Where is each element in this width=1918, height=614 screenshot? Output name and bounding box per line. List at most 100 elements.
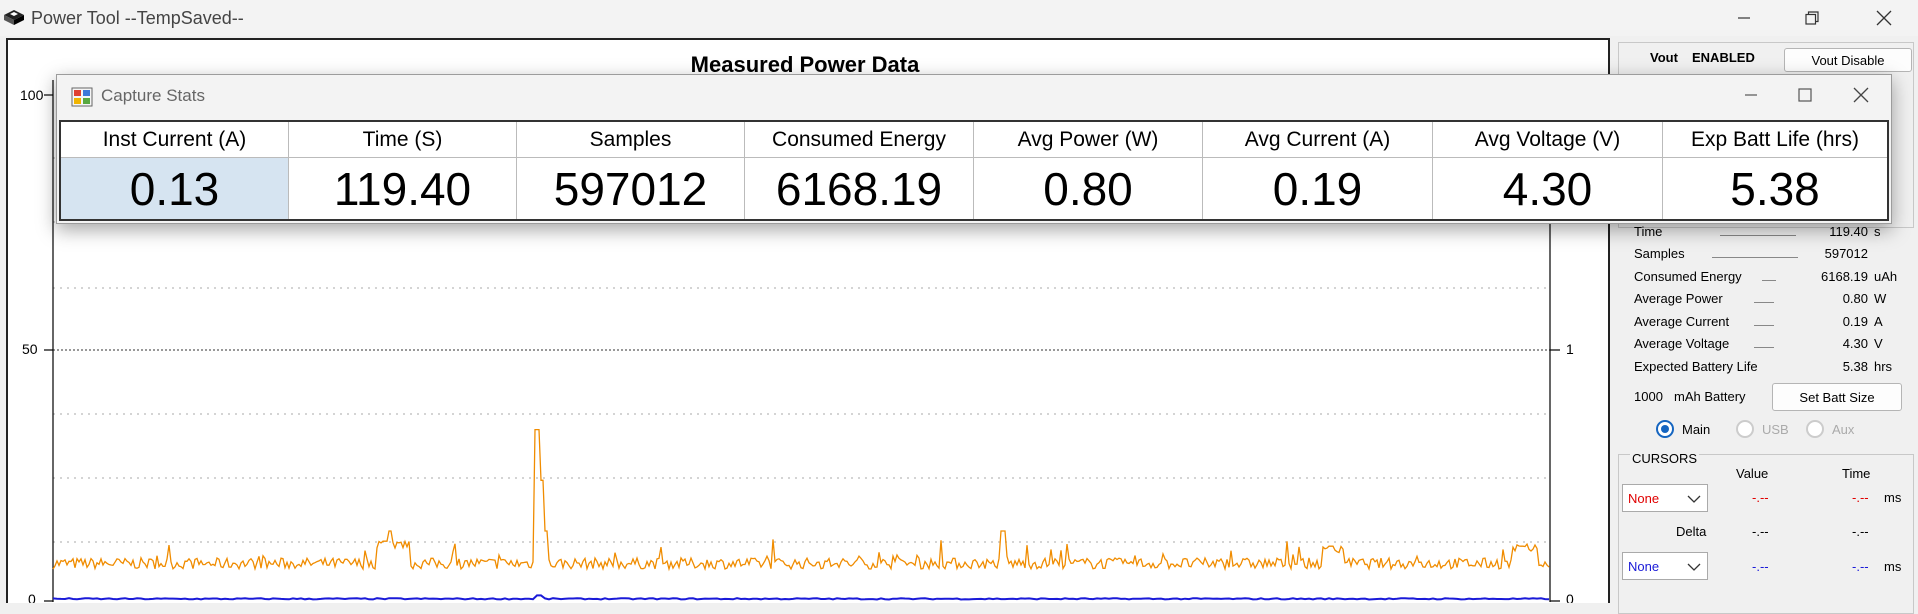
title-bar: Power Tool --TempSaved-- [0,0,1918,36]
column-header: Exp Batt Life (hrs) [1663,122,1887,158]
stat-unit: A [1874,314,1883,329]
column-header: Avg Voltage (V) [1433,122,1662,158]
cursors-title: CURSORS [1630,451,1700,466]
stat-label: Time [1634,224,1663,239]
column-header: Inst Current (A) [61,122,288,158]
window-title: Power Tool --TempSaved-- [31,8,244,28]
chart-title: Measured Power Data [690,52,920,77]
stat-unit: uAh [1874,269,1898,284]
cursor1-value: -.-- [1752,490,1769,505]
column-value[interactable]: 6168.19 [775,162,943,215]
cursor-value-header: Value [1736,466,1769,481]
restore-icon [1805,11,1819,25]
cursor2-select[interactable]: None [1622,552,1708,580]
stat-label: Average Power [1634,291,1723,306]
column-header: Avg Power (W) [974,122,1202,158]
stat-column-samples: Samples 597012 [517,122,745,219]
column-value[interactable]: 0.13 [61,158,288,219]
column-value[interactable]: 119.40 [333,162,472,215]
app-logo-icon [4,10,24,25]
leader-line [1712,257,1798,258]
column-value[interactable]: 0.19 [1272,162,1363,215]
vout-label: Vout [1650,50,1678,65]
stat-value: 119.40 [1829,224,1868,239]
cursor-time-header: Time [1842,466,1871,481]
stat-column-consumed-energy: Consumed Energy 6168.19 [745,122,974,219]
cursor1-unit: ms [1884,490,1902,505]
stat-value: 0.80 [1842,291,1868,306]
close-button[interactable] [1856,0,1912,36]
cursor1-time: -.-- [1852,490,1869,505]
leader-line [1720,235,1796,236]
dialog-close-button[interactable] [1833,75,1889,115]
column-value[interactable]: 5.38 [1730,162,1820,215]
chevron-down-icon [1687,563,1701,571]
chevron-down-icon [1687,495,1701,503]
stat-row-consumed-energy: Consumed Energy 6168.19 uAh [1634,265,1904,287]
right-tick-label-1: 1 [1566,341,1574,357]
radio-label-main: Main [1682,422,1711,437]
column-header: Avg Current (A) [1203,122,1432,158]
stat-label: Average Current [1634,314,1730,329]
minimize-button[interactable] [1716,0,1772,36]
capture-stats-icon [71,87,93,107]
series-line-orange [52,428,1550,572]
minimize-icon [1745,94,1757,96]
radio-usb[interactable]: USB [1736,418,1816,442]
stat-value: 5.38 [1842,359,1868,374]
stat-row-expected-battery-life: Expected Battery Life 5.38 hrs [1634,355,1904,377]
dialog-maximize-button[interactable] [1777,75,1833,115]
minimize-icon [1738,17,1750,19]
right-tick-label-0: 0 [1566,591,1574,603]
stat-column-avg-power: Avg Power (W) 0.80 [974,122,1203,219]
column-value[interactable]: 597012 [553,162,708,215]
stat-column-time: Time (S) 119.40 [289,122,517,219]
column-header: Samples [517,122,744,158]
radio-aux[interactable]: Aux [1806,418,1886,442]
stat-column-inst-current: Inst Current (A) 0.13 [61,122,289,219]
vout-disable-button[interactable]: Vout Disable [1784,48,1912,72]
cursor2-value: -.-- [1752,559,1769,574]
column-header: Consumed Energy [745,122,973,158]
stat-row-average-voltage: Average Voltage 4.30 V [1634,332,1904,354]
stat-unit: s [1874,224,1881,239]
set-batt-size-button[interactable]: Set Batt Size [1772,383,1902,411]
maximize-icon [1798,88,1812,102]
cursor1-select-value: None [1628,491,1660,506]
delta-time: -.-- [1852,524,1869,539]
stat-unit: W [1874,291,1887,306]
stat-unit: V [1874,336,1883,351]
radio-main[interactable]: Main [1656,418,1736,442]
radio-button-aux[interactable] [1806,420,1824,438]
capture-stats-table: Inst Current (A) 0.13 Time (S) 119.40 Sa… [59,120,1889,221]
series-line-blue [52,594,1550,601]
stat-value: 597012 [1824,246,1868,261]
restore-button[interactable] [1784,0,1840,36]
capture-stats-dialog[interactable]: Capture Stats Inst Current (A) 0.13 Time… [56,74,1892,224]
dialog-minimize-button[interactable] [1723,75,1779,115]
stat-label: Samples [1634,246,1685,261]
battery-size-value[interactable]: 1000 [1634,389,1663,404]
stat-label: Average Voltage [1634,336,1730,351]
stat-unit: hrs [1874,359,1893,374]
cursor2-unit: ms [1884,559,1902,574]
column-value[interactable]: 0.80 [1043,162,1133,215]
stat-value: 0.19 [1842,314,1868,329]
dialog-title: Capture Stats [101,86,205,105]
leader-line [1754,325,1774,326]
column-value[interactable]: 4.30 [1502,162,1593,215]
stat-column-avg-voltage: Avg Voltage (V) 4.30 [1433,122,1663,219]
stat-row-average-power: Average Power 0.80 W [1634,287,1904,309]
vout-state: ENABLED [1692,50,1755,65]
radio-button-usb[interactable] [1736,420,1754,438]
cursor1-select[interactable]: None [1622,484,1708,512]
stat-column-avg-current: Avg Current (A) 0.19 [1203,122,1433,219]
leader-line [1762,280,1776,281]
leader-line [1754,302,1774,303]
cursor2-select-value: None [1628,559,1660,574]
close-icon [1853,87,1869,103]
radio-label-usb: USB [1762,422,1789,437]
stat-row-time: Time 119.40 s [1634,220,1904,242]
radio-button-main[interactable] [1656,420,1674,438]
stat-row-samples: Samples 597012 [1634,242,1904,264]
